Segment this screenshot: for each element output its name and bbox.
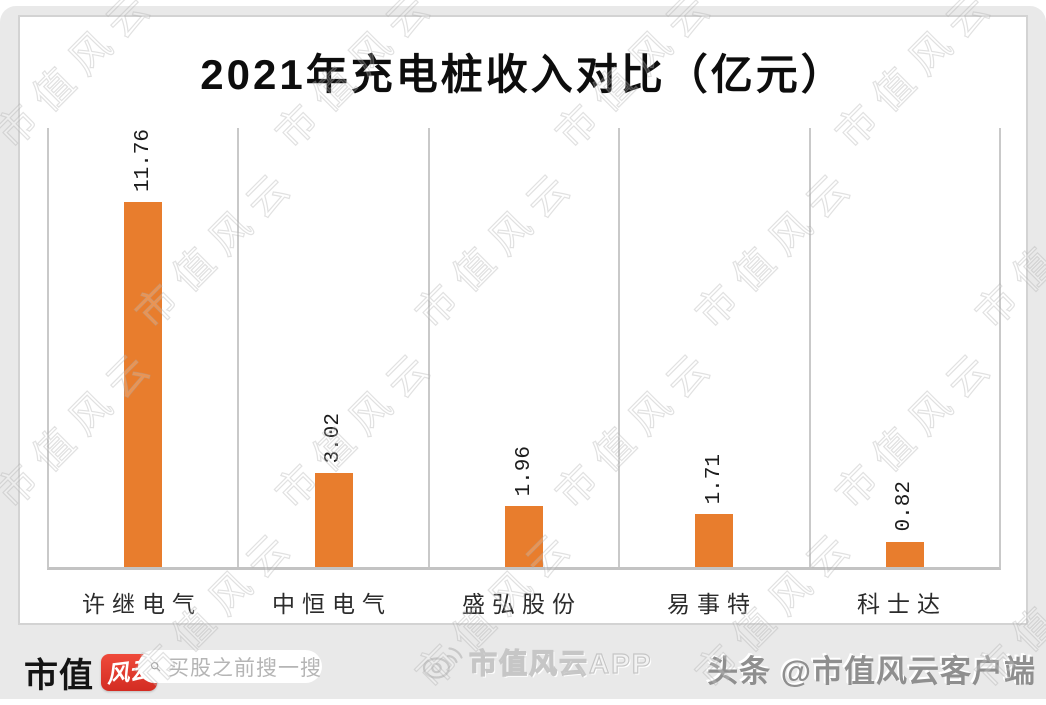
bar[interactable] <box>505 506 544 567</box>
x-axis-label: 易事特 <box>667 591 757 617</box>
chart-card: 2021年充电桩收入对比（亿元） 11.76 3.02 1.96 1.71 0.82 许… <box>18 15 1028 625</box>
x-axis-label: 许继电气 <box>82 591 202 617</box>
category-panel: 0.82 <box>811 128 999 567</box>
bar-chart-plot: 11.76 3.02 1.96 1.71 0.82 <box>47 128 1001 570</box>
app-brand: 市值风云APP <box>421 642 653 682</box>
search-input[interactable]: 买股之前搜一搜 <box>138 650 322 683</box>
x-axis-label: 科士达 <box>857 591 947 617</box>
search-placeholder: 买股之前搜一搜 <box>168 656 322 680</box>
chart-title: 2021年充电桩收入对比（亿元） <box>200 51 846 98</box>
search-icon <box>150 661 161 672</box>
app-brand-label: 市值风云APP <box>468 647 653 679</box>
x-axis-label: 盛弘股份 <box>462 591 582 617</box>
bar[interactable] <box>124 202 163 567</box>
bar-value-label: 0.82 <box>893 481 917 532</box>
category-panel: 1.71 <box>620 128 811 567</box>
category-panel: 11.76 <box>49 128 240 567</box>
bar[interactable] <box>314 473 353 567</box>
footer-bar: 市值 风云 买股之前搜一搜 市值风云APP 头条 @市值风云客户端 <box>0 630 1046 705</box>
bar[interactable] <box>695 513 734 567</box>
bar-value-label: 3.02 <box>322 412 346 464</box>
category-panel: 1.96 <box>430 128 621 567</box>
bar[interactable] <box>885 541 924 567</box>
bar-value-label: 1.71 <box>702 453 726 504</box>
toutiao-handle: 头条 @市值风云客户端 <box>707 654 1036 689</box>
bar-value-label: 1.96 <box>512 445 536 497</box>
weibo-icon <box>422 647 463 679</box>
x-axis-label: 中恒电气 <box>272 591 392 617</box>
x-axis-labels: 许继电气 中恒电气 盛弘股份 易事特 科士达 <box>47 585 997 619</box>
bar-value-label: 11.76 <box>131 129 155 193</box>
category-panel: 3.02 <box>239 128 430 567</box>
brand-logo[interactable]: 市值 风云 <box>24 648 157 697</box>
brand-logo-text: 市值 <box>24 657 94 695</box>
